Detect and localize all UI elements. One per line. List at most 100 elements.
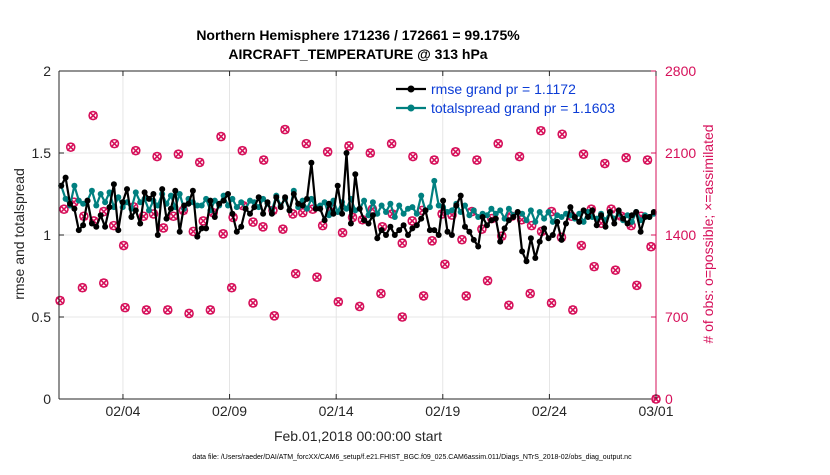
spread-point [426,204,433,211]
spread-point [527,207,534,214]
obs-assimilated-marker [366,148,375,158]
obs-assimilated-marker [227,283,236,292]
rmse-point [484,222,490,229]
rmse-point [545,235,552,242]
obs-assimilated-marker [184,309,194,318]
obs-assimilated-marker [318,221,327,230]
obs-possible-marker [457,234,467,245]
obs-count-point [397,238,408,248]
rmse-point [106,204,113,211]
obs-possible-marker [130,145,141,156]
legend: rmse grand pr = 1.1172 totalspread grand… [396,81,615,116]
rmse-point [492,215,499,222]
obs-count-point [440,259,450,270]
rmse-point [216,200,223,207]
spread-point [431,177,438,184]
legend-spread-marker [407,104,415,112]
obs-assimilated-marker [577,241,586,250]
rmse-point [580,207,587,214]
rmse-point [84,197,91,204]
obs-possible-marker [397,238,408,248]
obs-possible-marker [504,300,514,311]
obs-possible-marker [621,152,631,163]
obs-assimilated-marker [169,212,178,221]
obs-possible-marker [526,220,537,231]
rmse-point [97,212,104,219]
rmse-point [426,227,433,234]
rmse-point [466,228,473,235]
obs-possible-marker [461,291,472,301]
obs-possible-marker [578,149,589,159]
legend-rmse-label: rmse grand pr = 1.1172 [431,81,576,97]
obs-count-point [642,155,653,165]
obs-possible-marker [322,147,333,157]
obs-count-point [376,288,386,299]
rmse-point [124,186,130,193]
rmse-point [251,204,258,211]
spread-point [176,191,183,197]
obs-possible-marker [482,275,493,286]
obs-assimilated-marker [526,289,535,298]
rmse-point [554,218,561,225]
obs-possible-marker [138,211,149,222]
rmse-point [347,220,354,227]
rmse-point [163,215,170,222]
rmse-point [453,202,460,209]
x-tick-label: 02/24 [532,403,567,419]
rmse-point [400,222,407,229]
rmse-point [602,223,609,230]
rmse-point [141,189,148,196]
obs-possible-marker [148,209,159,219]
obs-count-point [59,204,69,215]
obs-possible-marker [354,301,365,312]
rmse-point [567,204,574,211]
spread-point [396,202,403,209]
obs-possible-marker [109,138,120,149]
obs-assimilated-marker [248,298,258,308]
obs-assimilated-marker [99,278,108,288]
obs-assimilated-marker [355,302,364,311]
rmse-point [650,209,657,215]
obs-possible-marker [536,125,546,136]
obs-count-point [301,138,312,149]
spread-point [492,210,499,217]
obs-possible-marker [450,147,461,157]
x-axis-label: Feb.01,2018 00:00:00 start [274,428,442,444]
obs-possible-marker [568,305,578,315]
obs-assimilated-marker [515,152,524,161]
obs-possible-marker [397,312,408,322]
rmse-point [286,207,293,214]
rmse-point [321,217,328,224]
rmse-point [435,232,442,238]
obs-possible-marker [226,282,237,293]
obs-possible-marker [120,302,130,313]
obs-assimilated-marker [270,311,279,320]
obs-assimilated-marker [216,132,226,141]
obs-possible-marker [98,278,109,288]
obs-assimilated-marker [568,305,577,315]
obs-assimilated-marker [344,141,354,151]
obs-possible-marker [216,131,226,142]
rmse-point [62,174,69,181]
obs-possible-marker [525,288,536,299]
obs-assimilated-marker [483,276,492,285]
rmse-point [396,227,403,234]
rmse-point [330,210,337,217]
obs-assimilated-marker [334,297,343,306]
spread-point [102,199,109,206]
obs-possible-marker [312,272,322,282]
spread-point [580,218,587,225]
obs-assimilated-marker [109,221,118,230]
obs-possible-marker [297,207,308,218]
obs-possible-marker [440,259,450,270]
obs-count-point [120,302,130,313]
obs-assimilated-marker [419,291,428,300]
spread-point [505,205,512,212]
rmse-point [189,187,196,194]
obs-count-point [408,151,418,162]
spread-point [343,205,350,212]
rmse-point [448,232,455,238]
rmse-point [102,223,109,230]
obs-count-point [568,305,578,315]
obs-assimilated-marker [258,222,268,231]
